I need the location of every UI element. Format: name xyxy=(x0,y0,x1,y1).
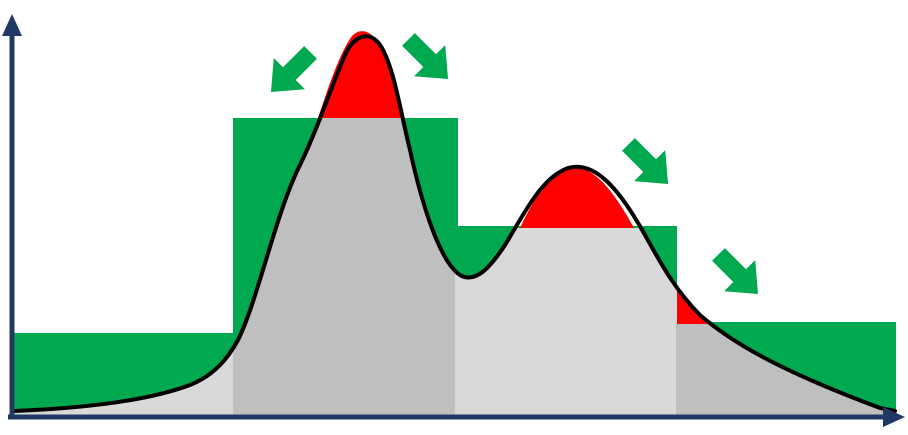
excess-region-2 xyxy=(318,31,402,118)
y-axis-arrowhead xyxy=(2,14,22,36)
arrow-down-right-icon xyxy=(622,138,669,185)
arrow-down-right-icon xyxy=(402,33,449,80)
axes xyxy=(2,14,905,427)
arrow-down-right-icon xyxy=(712,248,759,295)
arrow-down-left-icon xyxy=(270,46,317,93)
x-axis-arrowhead xyxy=(883,407,905,427)
excess-region-3 xyxy=(520,167,634,228)
distribution-curve xyxy=(12,34,897,413)
redistribution-arrows xyxy=(270,33,759,295)
